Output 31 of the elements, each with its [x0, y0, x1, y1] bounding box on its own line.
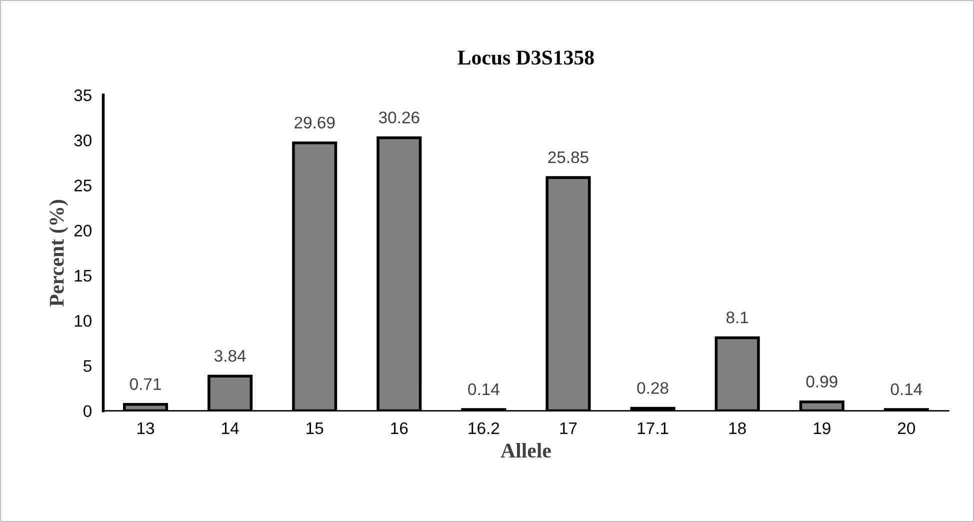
chart-title: Locus D3S1358 [458, 50, 594, 65]
x-tick-label: 16.2 [468, 422, 500, 434]
x-tick-label: 13 [138, 422, 154, 434]
x-tick-label: 17.1 [638, 422, 668, 434]
y-tick-label: 35 [74, 89, 92, 102]
x-tick-label: 19 [814, 422, 830, 434]
data-label: 0.99 [806, 376, 838, 388]
data-label: 8.1 [726, 312, 748, 324]
y-tick-label: 0 [84, 405, 92, 418]
x-tick-label: 20 [898, 422, 916, 434]
data-label: 0.14 [468, 383, 500, 396]
x-tick-label: 17 [560, 422, 577, 434]
y-tick-label: 5 [84, 360, 92, 372]
y-tick-label: 30 [74, 134, 92, 146]
y-tick-label: 10 [74, 314, 92, 327]
y-tick-label: 20 [74, 224, 92, 237]
x-tick-label: 18 [729, 422, 746, 434]
data-label: 30.26 [378, 112, 420, 124]
data-label: 3.84 [214, 350, 246, 362]
x-axis-title: Allele [500, 443, 551, 458]
x-tick-label: 15 [306, 422, 324, 434]
data-label: 25.85 [548, 151, 588, 164]
data-label: 29.69 [294, 116, 335, 129]
data-label: 0.71 [130, 378, 161, 390]
y-axis-title: Percent (%) [49, 200, 68, 306]
y-tick-label: 15 [74, 270, 92, 282]
data-label: 0.28 [637, 382, 668, 394]
data-label: 0.14 [890, 383, 922, 396]
y-tick-label: 25 [74, 180, 92, 192]
x-tick-label: 16 [391, 422, 408, 434]
x-tick-label: 14 [222, 422, 239, 434]
